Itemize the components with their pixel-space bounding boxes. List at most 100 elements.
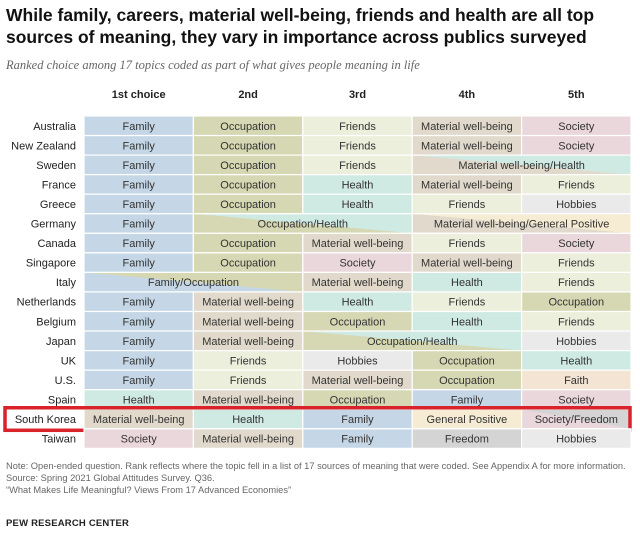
cell-label: Material well-being (421, 140, 513, 152)
cell-label: Hobbies (556, 434, 597, 446)
cell-label: Society (558, 238, 595, 250)
cell-label: Friends (449, 199, 486, 211)
cell-label: Family (123, 179, 156, 191)
cell-label: Material well-being (202, 434, 294, 446)
cell-label: Family (123, 121, 156, 133)
cell-label: Occupation (220, 121, 276, 133)
column-header: 5th (568, 89, 585, 101)
cell-label: Family (123, 140, 156, 152)
cell-label: Health (342, 297, 374, 309)
cell-label: Material well-being (202, 316, 294, 328)
cell-label: Family (123, 199, 156, 211)
report-title-text: “What Makes Life Meaningful? Views From … (6, 485, 292, 495)
cell-label: Occupation (220, 258, 276, 270)
cell-label: Occupation (330, 316, 386, 328)
cell-label: Occupation (220, 199, 276, 211)
cell-label: Material well-being (312, 375, 404, 387)
cell-label: Material well-being (421, 179, 513, 191)
note-text: Note: Open-ended question. Rank reflects… (6, 461, 626, 471)
cell-label: Society (558, 394, 595, 406)
country-label: South Korea (15, 414, 77, 426)
cell-label: Health (123, 394, 155, 406)
cell-label: Friends (339, 121, 376, 133)
cell-label: Family (123, 258, 156, 270)
country-label: Spain (48, 394, 76, 406)
cell-label: Material well-being (312, 277, 404, 289)
column-header: 2nd (238, 89, 258, 101)
cell-label: Health (451, 316, 483, 328)
cell-label: Freedom (445, 434, 489, 446)
cell-label: Friends (558, 179, 595, 191)
cell-label: Friends (339, 140, 376, 152)
cell-label: Family (123, 316, 156, 328)
cell-label: General Positive (427, 414, 508, 426)
country-label: Singapore (26, 258, 76, 270)
cell-label: Material well-being/General Positive (434, 219, 609, 231)
cell-label: Family (123, 297, 156, 309)
country-label: Italy (56, 277, 77, 289)
country-label: Netherlands (17, 297, 77, 309)
cell-label: Friends (558, 277, 595, 289)
cell-label: Health (451, 277, 483, 289)
cell-label: Material well-being (421, 121, 513, 133)
cell-label: Society (558, 140, 595, 152)
cell-label: Material well-being (421, 258, 513, 270)
cell-label: Family/Occupation (148, 277, 239, 289)
cell-label: Occupation (548, 297, 604, 309)
notes-block: Note: Open-ended question. Rank reflects… (6, 460, 632, 496)
cell-label: Family (123, 238, 156, 250)
cell-label: Material well-being/Health (458, 160, 585, 172)
cell-label: Friends (230, 375, 267, 387)
cell-label: Friends (339, 160, 376, 172)
cell-label: Family (123, 160, 156, 172)
cell-label: Material well-being (202, 297, 294, 309)
cell-label: Family (341, 414, 374, 426)
column-header: 3rd (349, 89, 366, 101)
ranking-table-chart: 1st choice 2nd 3rd 4th 5th Australia Family Occ… (3, 89, 632, 449)
cell-label: Hobbies (337, 355, 378, 367)
brand-label: PEW RESEARCH CENTER (6, 518, 130, 529)
cell-label: Society (121, 434, 158, 446)
cell-label: Friends (558, 316, 595, 328)
cell-label: Friends (230, 355, 267, 367)
cell-label: Material well-being (202, 336, 294, 348)
cell-label: Friends (449, 297, 486, 309)
cell-label: Health (342, 199, 374, 211)
cell-label: Health (342, 179, 374, 191)
country-label: Japan (46, 336, 76, 348)
country-label: Germany (31, 219, 77, 231)
chart-subtitle: Ranked choice among 17 topics coded as p… (6, 58, 420, 72)
country-label: New Zealand (11, 140, 76, 152)
source-text: Source: Spring 2021 Global Attitudes Sur… (6, 473, 215, 483)
cell-label: Family (123, 375, 156, 387)
country-label: Taiwan (42, 434, 76, 446)
cell-label: Occupation (220, 160, 276, 172)
cell-label: Material well-being (93, 414, 185, 426)
cell-label: Faith (564, 375, 588, 387)
cell-label: Friends (558, 258, 595, 270)
country-label: Canada (37, 238, 76, 250)
cell-label: Health (232, 414, 264, 426)
cell-label: Hobbies (556, 336, 597, 348)
country-label: Sweden (36, 160, 76, 172)
column-header: 4th (459, 89, 476, 101)
country-label: Greece (40, 199, 76, 211)
country-label: Australia (33, 121, 77, 133)
cell-label: Society/Freedom (535, 414, 618, 426)
cell-label: Occupation/Health (367, 336, 458, 348)
cell-label: Occupation/Health (258, 219, 349, 231)
cell-label: Society (558, 121, 595, 133)
country-label: France (42, 179, 76, 191)
cell-label: Family (123, 355, 156, 367)
cell-label: Occupation (330, 394, 386, 406)
country-label: U.S. (55, 375, 76, 387)
cell-label: Hobbies (556, 199, 597, 211)
chart-title: While family, careers, material well-bei… (6, 5, 595, 47)
cell-label: Occupation (220, 238, 276, 250)
cell-label: Friends (449, 238, 486, 250)
cell-label: Family (341, 434, 374, 446)
cell-label: Society (339, 258, 376, 270)
country-label: UK (61, 355, 77, 367)
cell-label: Health (560, 355, 592, 367)
table-cell (520, 428, 632, 449)
